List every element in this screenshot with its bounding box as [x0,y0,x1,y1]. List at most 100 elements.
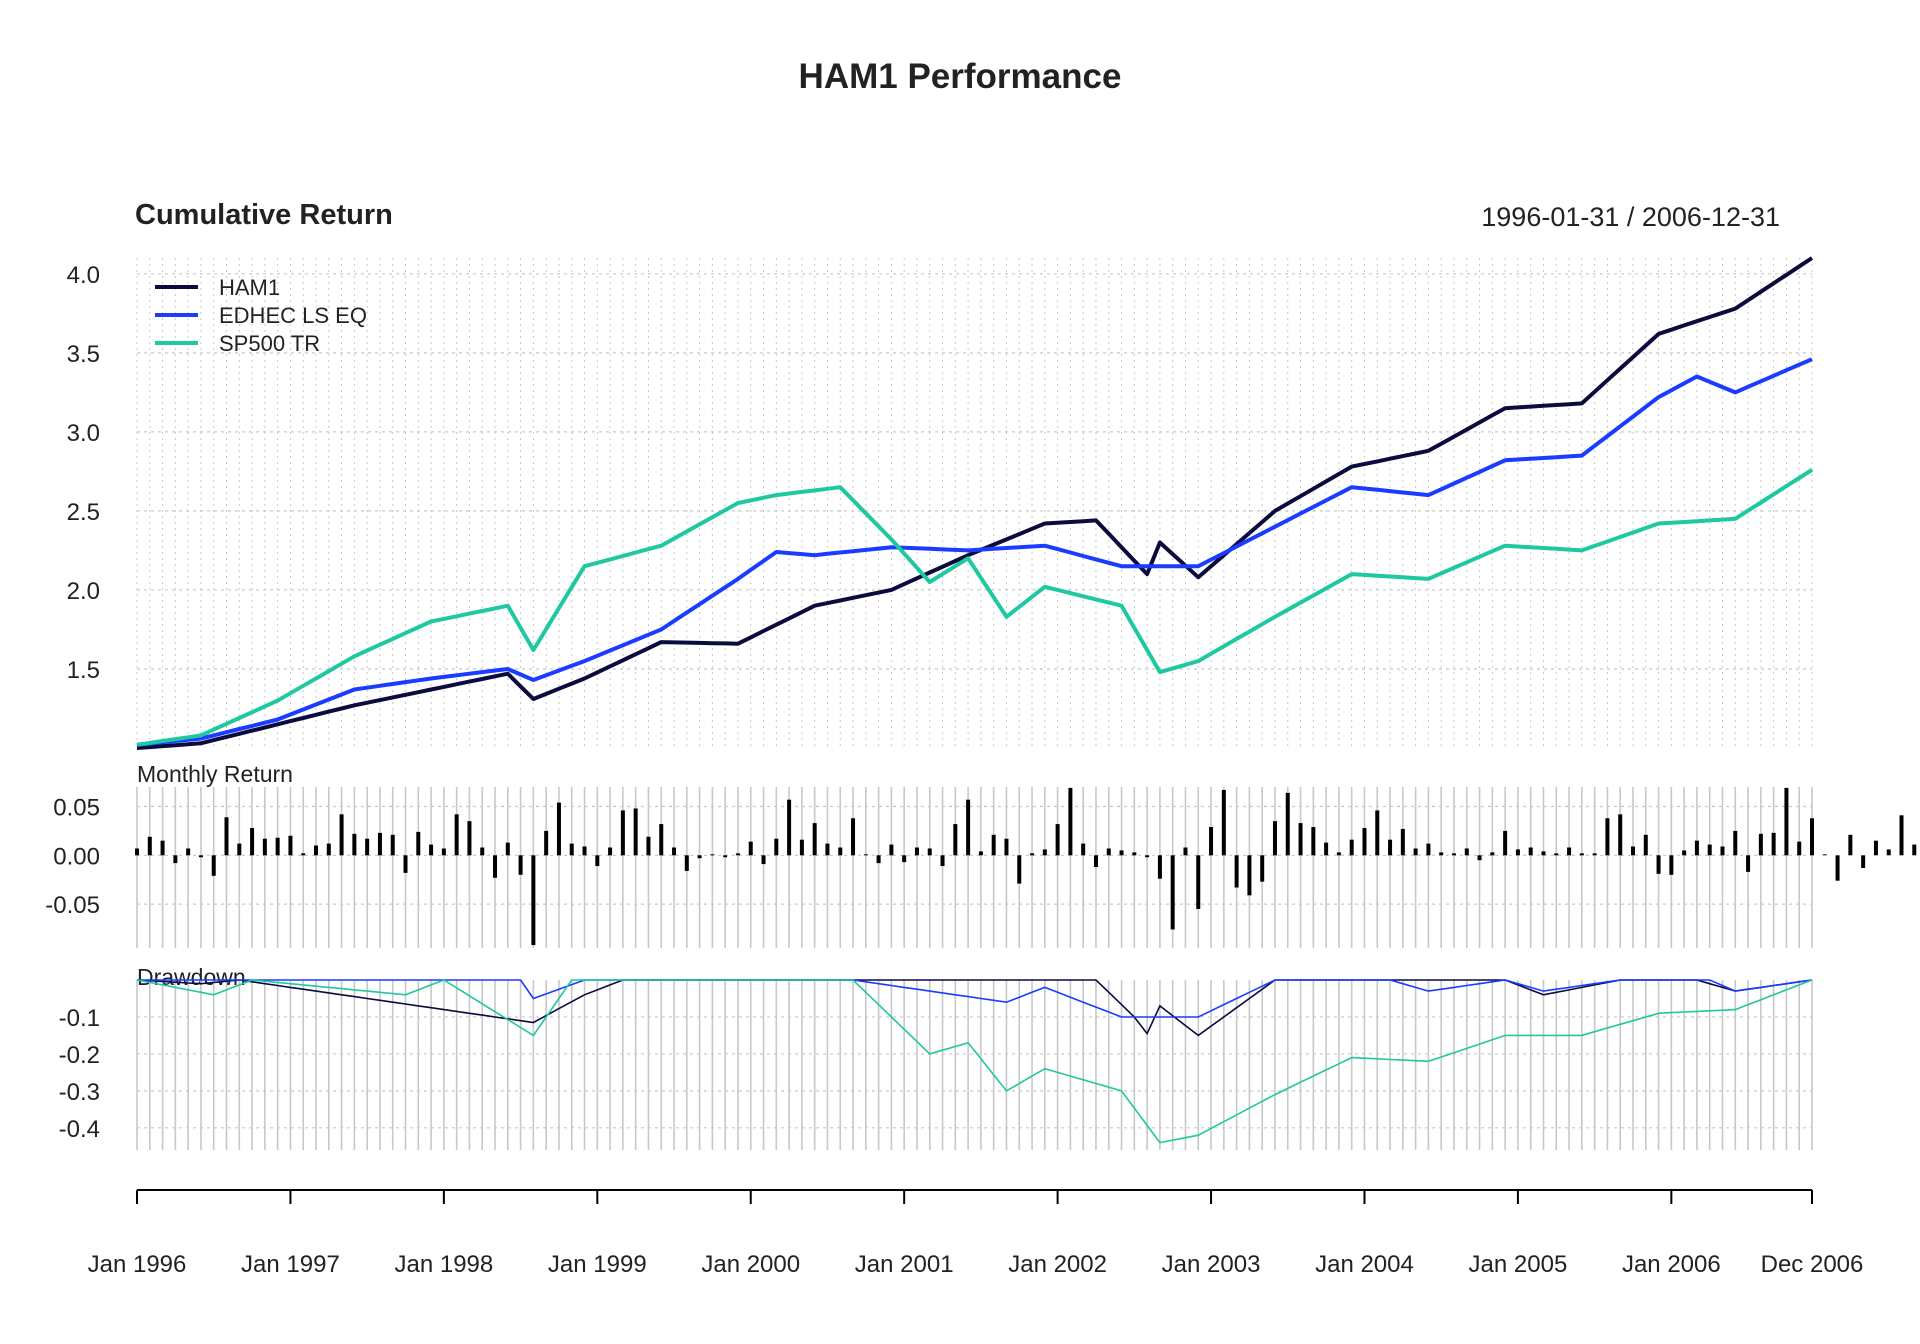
monthly-return-bar [1707,844,1712,856]
x-axis-tick-label: Jan 1996 [88,1251,187,1278]
monthly-return-bar [390,834,395,856]
monthly-return-bar [1349,839,1354,856]
monthly-return-bar [1605,818,1610,856]
monthly-return-bar [1426,843,1431,856]
monthly-return-bar [608,847,613,856]
monthly-return-bar [1170,855,1175,930]
cumulative-return-y-tick-label: 2.0 [67,578,100,605]
cumulative-return-y-tick-label: 3.0 [67,420,100,447]
cumulative-line-sp500-tr [136,468,1814,747]
x-axis-tick-label: Jan 2000 [701,1251,800,1278]
monthly-return-bar [1247,855,1252,896]
monthly-return-bar [1720,846,1725,856]
monthly-return-bar [1733,830,1738,856]
monthly-return-bar [876,855,881,864]
monthly-return-bar [774,838,779,856]
monthly-return-bar [1567,847,1572,856]
cumulative-return-y-axis: 1.5 2.0 2.5 3.0 3.5 4.0 [67,262,100,684]
monthly-return-bar [1490,852,1495,856]
monthly-return-bar [1413,848,1418,856]
monthly-return-title: Monthly Return [137,761,293,787]
drawdown-y-tick-label: -0.1 [59,1005,100,1032]
monthly-return-bar [1464,848,1469,856]
monthly-return-bar [761,855,766,865]
monthly-return-bar [838,847,843,856]
monthly-return-bar [659,824,664,856]
monthly-return-bar [1081,843,1086,856]
x-axis-tick-label: Jan 2003 [1162,1251,1261,1278]
monthly-return-bar [262,838,267,856]
x-axis-tick-label: Jan 2004 [1315,1251,1414,1278]
monthly-return-bar [787,799,792,856]
monthly-return-bar [1388,839,1393,856]
monthly-return-bar [1682,850,1687,856]
monthly-return-bar [544,830,549,856]
monthly-return-bar [799,839,804,856]
monthly-return-bar [1503,830,1508,856]
monthly-return-bar [1017,855,1022,884]
monthly-return-bar [1899,815,1904,856]
cumulative-return-y-tick-label: 1.5 [67,657,100,684]
monthly-return-bar [1311,827,1316,856]
cumulative-line-ham1 [136,256,1814,750]
monthly-return-bar [1336,852,1341,856]
monthly-return-panel: Monthly Return 0.05 0.00 -0.05 [45,761,1917,948]
monthly-return-bar [1643,834,1648,856]
drawdown-y-tick-label: -0.2 [59,1042,100,1069]
date-range-label: 1996-01-31 / 2006-12-31 [1481,202,1780,232]
monthly-return-y-axis: 0.05 0.00 -0.05 [45,795,100,920]
monthly-return-bar [1196,855,1201,909]
cumulative-return-y-tick-label: 2.5 [67,499,100,526]
monthly-return-bar [978,851,983,856]
monthly-return-bar [467,821,472,856]
x-axis-tick-label: Jan 2001 [855,1251,954,1278]
monthly-return-bar [723,855,728,858]
monthly-return-bar [1221,789,1226,856]
monthly-return-bar [1873,840,1878,856]
monthly-return-bar [1797,841,1802,856]
monthly-return-bar [365,838,370,856]
monthly-return-bar [326,843,331,856]
monthly-return-bar [1579,853,1584,856]
monthly-return-y-tick-label: 0.00 [53,843,100,870]
monthly-return-bar [1030,853,1035,856]
drawdown-line-ham1 [136,979,1813,1037]
monthly-return-bar [889,844,894,856]
monthly-return-bar [416,831,421,856]
monthly-return-bar [135,848,139,856]
monthly-return-bar [454,814,459,856]
x-axis-tick-label: Jan 2002 [1008,1251,1107,1278]
monthly-return-bar [1042,849,1047,856]
monthly-return-bar [991,834,996,856]
monthly-return-bar [1093,855,1098,868]
monthly-return-bar [1439,852,1444,856]
drawdown-line-sp500-tr [136,979,1813,1144]
monthly-return-bar [1886,849,1891,856]
drawdown-title: Drawdown [137,964,246,990]
monthly-return-bar [1183,847,1188,856]
monthly-return-bar [1835,855,1840,881]
monthly-return-bar [1592,853,1597,856]
monthly-return-bar [1528,847,1533,856]
monthly-return-bar [377,832,382,856]
monthly-return-bar [352,833,357,856]
monthly-return-bar [1694,840,1699,856]
monthly-return-bar [556,802,561,856]
drawdown-panel: Drawdown -0.1 -0.2 -0.3 -0.4 [59,964,1813,1150]
monthly-return-bar [851,818,856,856]
monthly-return-bar [250,827,255,856]
monthly-return-bar [237,843,242,856]
monthly-return-bars [135,787,1917,946]
monthly-return-bar [505,842,510,856]
monthly-return-bar [1055,824,1060,856]
monthly-return-bar [480,847,485,856]
monthly-return-bar [531,855,536,946]
drawdown-grid [136,980,1813,1150]
monthly-return-bar [339,814,344,856]
monthly-return-bar [697,855,702,859]
x-axis-tick-label: Dec 2006 [1761,1251,1864,1278]
monthly-return-bar [224,817,229,856]
cumulative-return-panel: Cumulative Return 1996-01-31 / 2006-12-3… [67,199,1814,750]
monthly-return-bar [1234,855,1239,888]
